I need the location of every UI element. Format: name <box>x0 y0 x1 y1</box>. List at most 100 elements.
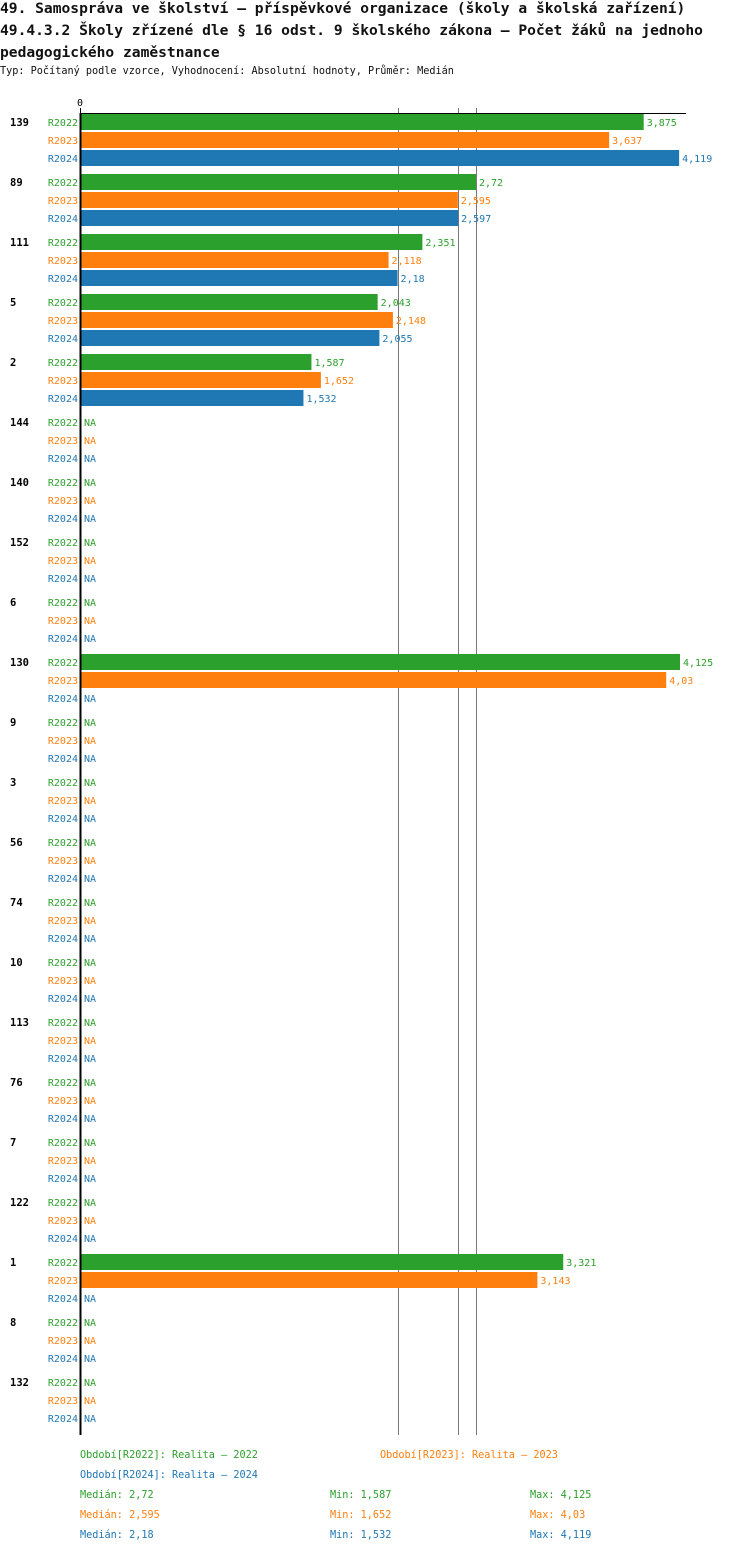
category-label: 7 <box>10 1137 16 1149</box>
period-label: R2023 <box>48 916 78 927</box>
value-label: 2,055 <box>382 334 412 345</box>
period-label: R2023 <box>48 1216 78 1227</box>
period-label: R2023 <box>48 616 78 627</box>
period-label: R2023 <box>48 1276 78 1287</box>
period-label: R2023 <box>48 496 78 507</box>
chart-title-line-1: 49. Samospráva ve školství – příspěvkové… <box>0 0 686 17</box>
category-label: 132 <box>10 1377 29 1389</box>
bar <box>81 174 476 190</box>
period-label: R2024 <box>48 1114 78 1125</box>
category-label: 140 <box>10 477 29 489</box>
x-tick-label: 0 <box>77 98 83 109</box>
period-label: R2023 <box>48 1396 78 1407</box>
value-label: 2,148 <box>396 316 426 327</box>
bar <box>81 354 312 370</box>
na-label: NA <box>84 838 96 849</box>
period-label: R2023 <box>48 736 78 747</box>
period-label: R2023 <box>48 196 78 207</box>
bar <box>81 294 378 310</box>
bar <box>81 390 304 406</box>
bar <box>81 132 610 148</box>
period-label: R2022 <box>48 598 78 609</box>
stat-median-r2024: Medián: 2,18 <box>80 1530 154 1541</box>
period-label: R2022 <box>48 418 78 429</box>
value-label: 4,125 <box>683 658 713 669</box>
period-label: R2023 <box>48 1096 78 1107</box>
na-label: NA <box>84 796 96 807</box>
category-label: 10 <box>10 957 23 969</box>
na-label: NA <box>84 736 96 747</box>
period-label: R2023 <box>48 436 78 447</box>
stat-max-r2023: Max: 4,03 <box>530 1510 586 1521</box>
bar <box>81 150 680 166</box>
period-label: R2024 <box>48 694 78 705</box>
period-label: R2022 <box>48 838 78 849</box>
bar <box>81 270 398 286</box>
na-label: NA <box>84 1216 96 1227</box>
period-label: R2023 <box>48 1036 78 1047</box>
na-label: NA <box>84 934 96 945</box>
period-label: R2023 <box>48 1336 78 1347</box>
legend-r2022: Období[R2022]: Realita – 2022 <box>80 1450 258 1461</box>
period-label: R2022 <box>48 898 78 909</box>
value-label: 1,587 <box>314 358 344 369</box>
period-label: R2024 <box>48 514 78 525</box>
period-label: R2022 <box>48 478 78 489</box>
period-label: R2022 <box>48 1318 78 1329</box>
period-label: R2024 <box>48 1174 78 1185</box>
period-label: R2024 <box>48 454 78 465</box>
category-label: 56 <box>10 837 23 849</box>
value-label: 2,043 <box>381 298 411 309</box>
na-label: NA <box>84 994 96 1005</box>
period-label: R2024 <box>48 874 78 885</box>
na-label: NA <box>84 898 96 909</box>
period-label: R2023 <box>48 376 78 387</box>
stat-max-r2024: Max: 4,119 <box>530 1530 592 1541</box>
stat-min-r2024: Min: 1,532 <box>330 1530 392 1541</box>
legend-r2024: Období[R2024]: Realita – 2024 <box>80 1470 258 1481</box>
bar <box>81 234 423 250</box>
period-label: R2024 <box>48 214 78 225</box>
chart-title-line-3: pedagogického zaměstnance <box>0 44 220 61</box>
bar <box>81 672 667 688</box>
period-label: R2024 <box>48 574 78 585</box>
category-label: 6 <box>10 597 16 609</box>
value-label: 2,72 <box>479 178 503 189</box>
na-label: NA <box>84 556 96 567</box>
na-label: NA <box>84 778 96 789</box>
category-label: 130 <box>10 657 29 669</box>
chart-title-line-2: 49.4.3.2 Školy zřízené dle § 16 odst. 9 … <box>0 22 703 39</box>
category-label: 122 <box>10 1197 29 1209</box>
period-label: R2024 <box>48 934 78 945</box>
na-label: NA <box>84 1036 96 1047</box>
period-label: R2022 <box>48 778 78 789</box>
period-label: R2022 <box>48 718 78 729</box>
stat-max-r2022: Max: 4,125 <box>530 1490 592 1501</box>
na-label: NA <box>84 496 96 507</box>
category-label: 152 <box>10 537 29 549</box>
na-label: NA <box>84 718 96 729</box>
na-label: NA <box>84 616 96 627</box>
value-label: 2,18 <box>401 274 425 285</box>
na-label: NA <box>84 754 96 765</box>
period-label: R2024 <box>48 394 78 405</box>
value-label: 3,875 <box>647 118 677 129</box>
na-label: NA <box>84 1054 96 1065</box>
value-label: 2,595 <box>461 196 491 207</box>
category-label: 111 <box>10 237 29 249</box>
bar <box>81 372 321 388</box>
bar <box>81 210 459 226</box>
value-label: 2,118 <box>392 256 422 267</box>
chart-subtitle: Typ: Počítaný podle vzorce, Vyhodnocení:… <box>0 66 454 77</box>
period-label: R2022 <box>48 1018 78 1029</box>
period-label: R2022 <box>48 1378 78 1389</box>
value-label: 4,03 <box>669 676 693 687</box>
period-label: R2023 <box>48 136 78 147</box>
period-label: R2022 <box>48 1138 78 1149</box>
period-label: R2023 <box>48 856 78 867</box>
period-label: R2023 <box>48 1156 78 1167</box>
na-label: NA <box>84 958 96 969</box>
period-label: R2022 <box>48 298 78 309</box>
legend-r2023: Období[R2023]: Realita – 2023 <box>380 1450 558 1461</box>
bar <box>81 1254 564 1270</box>
